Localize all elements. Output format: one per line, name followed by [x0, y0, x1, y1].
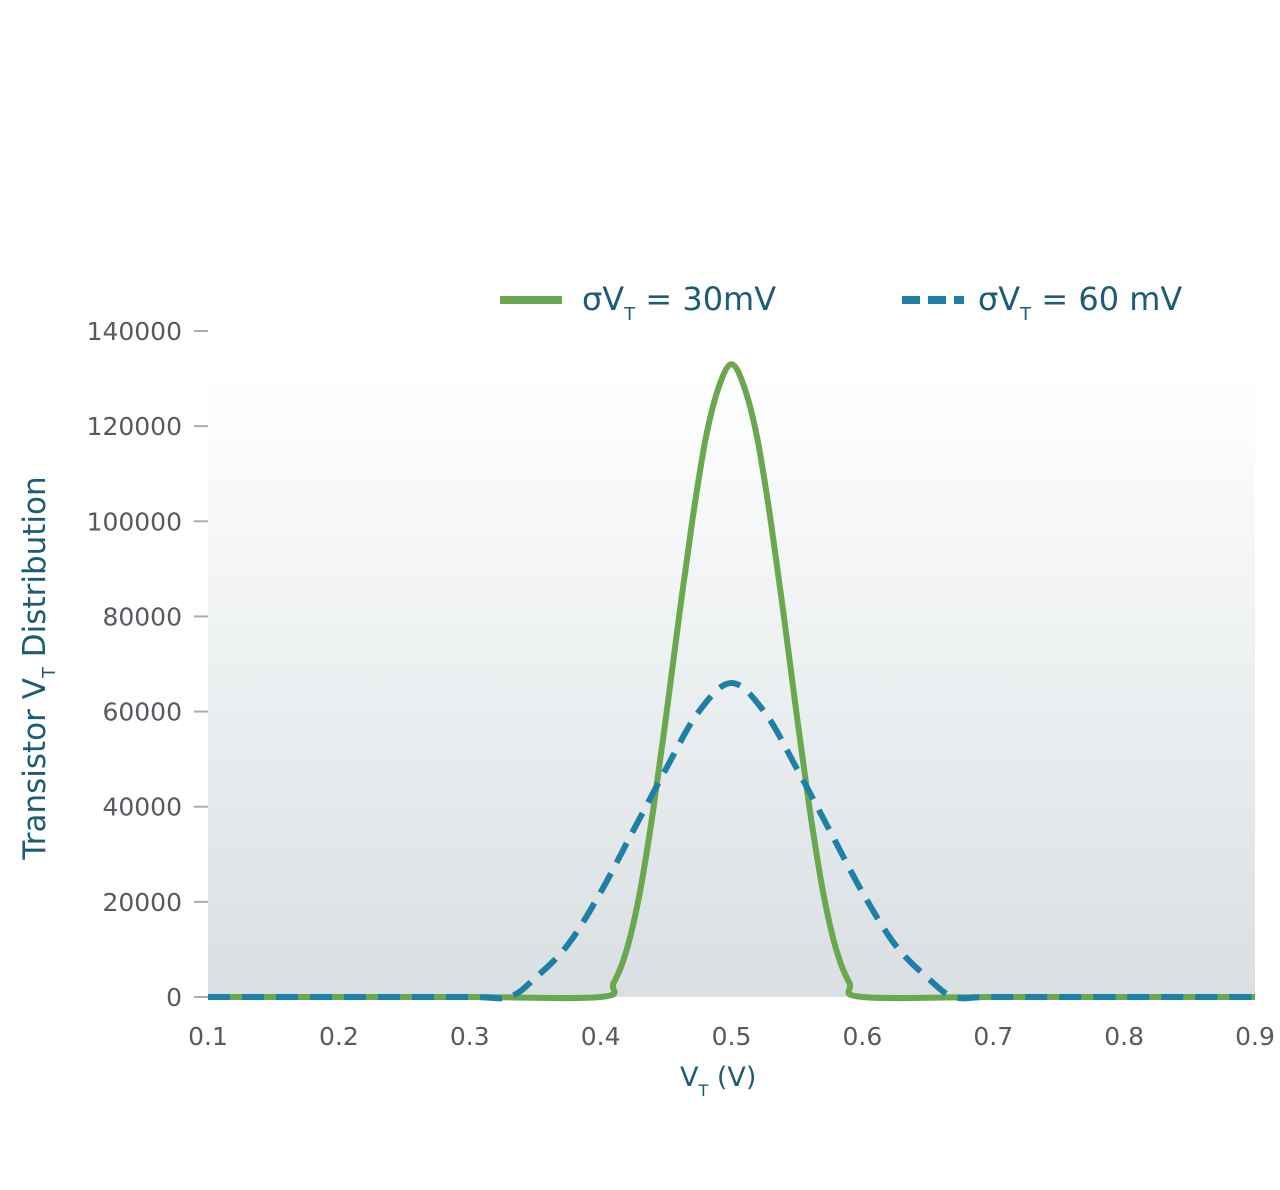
legend: σVT = 30mV σVT = 60 mV [500, 280, 1182, 325]
x-axis-title: VT (V) [680, 1062, 756, 1100]
x-tick-label: 0.8 [1104, 1022, 1144, 1051]
y-tick-label: 80000 [102, 602, 182, 631]
legend-label-30mv: σVT = 30mV [582, 280, 776, 325]
series-layer [207, 361, 1256, 1002]
y-tick-label: 100000 [87, 507, 182, 536]
x-tick-label: 0.2 [319, 1022, 359, 1051]
x-tick-label: 0.4 [581, 1022, 621, 1051]
x-tick-label: 0.3 [450, 1022, 490, 1051]
x-tick-label: 0.1 [188, 1022, 228, 1051]
legend-label-60mv: σVT = 60 mV [978, 280, 1182, 325]
y-tick-label: 140000 [87, 317, 182, 346]
y-tick-label: 120000 [87, 412, 182, 441]
y-axis: 0 20000 40000 60000 80000 100000 120000 140000 [87, 317, 208, 1012]
x-axis: 0.1 0.2 0.3 0.4 0.5 0.6 0.7 0.8 0.9 [188, 1022, 1275, 1051]
x-tick-label: 0.6 [842, 1022, 882, 1051]
y-tick-label: 20000 [102, 888, 182, 917]
x-tick-label: 0.9 [1235, 1022, 1275, 1051]
y-tick-label: 60000 [102, 698, 182, 727]
y-tick-label: 40000 [102, 793, 182, 822]
y-tick-label: 0 [166, 983, 182, 1012]
series-line-60mv [207, 680, 1255, 1002]
x-tick-label: 0.5 [712, 1022, 752, 1051]
x-tick-label: 0.7 [973, 1022, 1013, 1051]
y-axis-title: Transistor VT Distribution [17, 476, 60, 860]
